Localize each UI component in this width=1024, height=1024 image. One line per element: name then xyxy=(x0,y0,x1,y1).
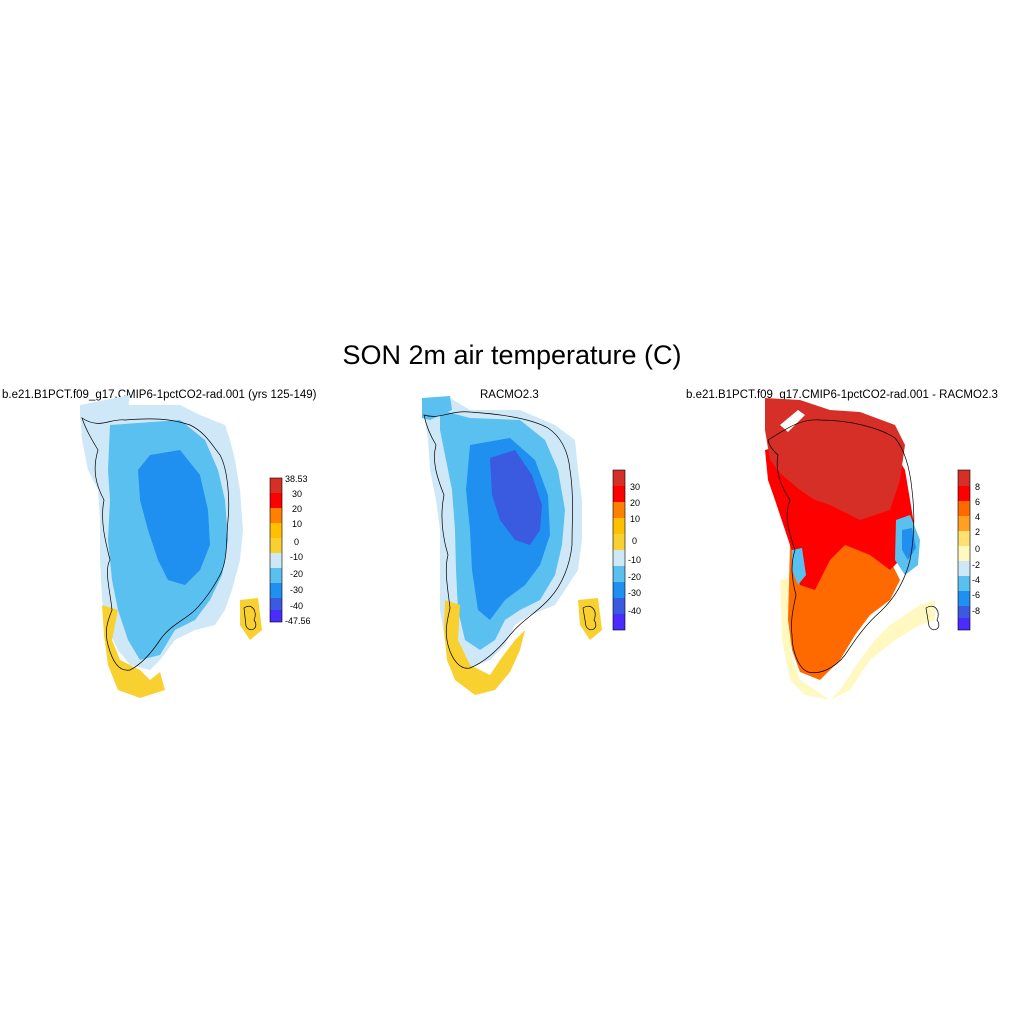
panel-3-coastline xyxy=(767,419,915,674)
panel-3-title: b.e21.B1PCT.f09_g17.CMIP6-1pctCO2-rad.00… xyxy=(686,389,998,401)
panel-2-colorbar-label: -10 xyxy=(628,555,641,565)
panel-2-colorbar-seg-2 xyxy=(613,486,625,502)
panel-1-colorbar-seg-8 xyxy=(270,583,282,598)
panel-2-colorbar-seg-1 xyxy=(613,470,625,486)
panel-3-field-blue-w xyxy=(792,548,806,585)
panel-3-field-blue-e2 xyxy=(902,528,916,560)
panel-2-field-se xyxy=(578,598,602,640)
panel-1-colorbar-label: 0 xyxy=(294,537,299,547)
panel-2-map xyxy=(422,396,602,695)
panel-1-field-core xyxy=(138,450,210,585)
panel-3-colorbar-frame xyxy=(957,469,971,631)
panel-2-colorbar-label: 20 xyxy=(630,498,640,508)
panel-3-colorbar-seg-4 xyxy=(958,516,970,531)
panel-2-title: RACMO2.3 xyxy=(480,389,539,401)
panel-2-colorbar-label: 10 xyxy=(630,514,640,524)
panel-1-field-se xyxy=(240,598,262,640)
panel-1-colorbar-seg-7 xyxy=(270,568,282,583)
panel-1-colorbar-label: -20 xyxy=(290,569,303,579)
panel-2-colorbar-label: -40 xyxy=(628,606,641,616)
panel-1-colorbar-label: 30 xyxy=(292,489,302,499)
panel-2-colorbar-seg-6 xyxy=(613,550,625,566)
panel-2-colorbar-frame xyxy=(612,469,626,631)
panel-2-colorbar-label: 0 xyxy=(632,536,637,546)
panel-3-colorbar-seg-3 xyxy=(958,501,970,516)
panel-2-field-nw xyxy=(422,396,452,420)
panel-3-colorbar-label: 2 xyxy=(975,527,980,537)
panel-3-colorbar-label: -8 xyxy=(972,606,980,616)
panel-1-colorbar-seg-3 xyxy=(270,508,282,523)
panel-2-colorbar: 30 20 10 0 -10 -20 -30 -40 xyxy=(612,469,641,631)
panel-1-colorbar-seg-1 xyxy=(270,478,282,493)
panel-3-colorbar-seg-11 xyxy=(958,618,970,630)
panel-3-colorbar-label: 0 xyxy=(975,544,980,554)
panel-1-colorbar-label: 38.53 xyxy=(285,474,308,484)
panel-1-colorbar-seg-5 xyxy=(270,538,282,553)
panel-3-colorbar-seg-1 xyxy=(958,470,970,486)
panel-1-field-nw xyxy=(80,395,130,420)
panel-1-colorbar-label: -10 xyxy=(290,552,303,562)
panel-1-map xyxy=(80,395,262,698)
panel-1-island xyxy=(243,605,257,631)
panel-3-colorbar-label: 6 xyxy=(975,497,980,507)
panel-1-colorbar-seg-9 xyxy=(270,598,282,610)
panel-2-island xyxy=(582,605,597,631)
panel-3-colorbar-label: 8 xyxy=(975,482,980,492)
panel-3-field-gap xyxy=(780,410,805,432)
panel-3-map xyxy=(765,398,940,700)
panel-3-colorbar: 8 6 4 2 0 -2 -4 -6 -8 xyxy=(957,469,980,631)
panel-1-colorbar-seg-10 xyxy=(270,610,282,622)
panel-1-colorbar-seg-6 xyxy=(270,553,282,568)
panel-3-colorbar-seg-5 xyxy=(958,531,970,546)
panel-3-colorbar-label: -6 xyxy=(972,590,980,600)
panel-2-colorbar-seg-10 xyxy=(613,614,625,630)
panel-1-colorbar-label: 10 xyxy=(292,519,302,529)
panel-1-colorbar-label: -47.56 xyxy=(285,616,311,626)
panel-2-colorbar-seg-8 xyxy=(613,582,625,598)
panel-2-colorbar-label: -30 xyxy=(628,588,641,598)
panel-3-colorbar-label: 4 xyxy=(975,512,980,522)
panel-3-colorbar-seg-7 xyxy=(958,561,970,576)
panel-3-colorbar-seg-6 xyxy=(958,546,970,561)
panel-2-colorbar-label: 30 xyxy=(630,482,640,492)
figure-title: SON 2m air temperature (C) xyxy=(342,340,682,370)
panel-2-colorbar-seg-5 xyxy=(613,534,625,550)
panel-2-field-inner xyxy=(490,450,542,545)
panel-1-colorbar: 38.53 30 20 10 0 -10 -20 -30 -40 -47.56 xyxy=(269,474,311,626)
panel-2-colorbar-seg-3 xyxy=(613,502,625,518)
panel-3-colorbar-label: -2 xyxy=(972,560,980,570)
panel-1-title: b.e21.B1PCT.f09_g17.CMIP6-1pctCO2-rad.00… xyxy=(2,389,317,401)
panel-1-coastline xyxy=(81,417,230,671)
panel-1-colorbar-label: -30 xyxy=(290,585,303,595)
panel-3-colorbar-seg-2 xyxy=(958,486,970,501)
panel-1-colorbar-seg-4 xyxy=(270,523,282,538)
panel-2-field-south xyxy=(444,600,525,695)
panel-3-colorbar-seg-10 xyxy=(958,606,970,618)
panel-3-island xyxy=(925,605,940,631)
panel-3-field-darkred xyxy=(765,398,905,520)
panel-2-colorbar-seg-9 xyxy=(613,598,625,614)
panel-3-colorbar-seg-8 xyxy=(958,576,970,591)
panel-2-colorbar-seg-7 xyxy=(613,566,625,582)
panel-1-colorbar-label: 20 xyxy=(292,504,302,514)
panel-1-field-south xyxy=(102,605,165,698)
panel-2-coastline xyxy=(423,411,573,669)
panel-2-colorbar-seg-4 xyxy=(613,518,625,534)
panel-3-colorbar-label: -4 xyxy=(972,575,980,585)
panel-1-colorbar-label: -40 xyxy=(290,601,303,611)
panel-2-colorbar-label: -20 xyxy=(628,572,641,582)
panel-1-colorbar-frame xyxy=(269,477,283,623)
panel-1-colorbar-seg-2 xyxy=(270,493,282,508)
panel-3-colorbar-seg-9 xyxy=(958,591,970,606)
